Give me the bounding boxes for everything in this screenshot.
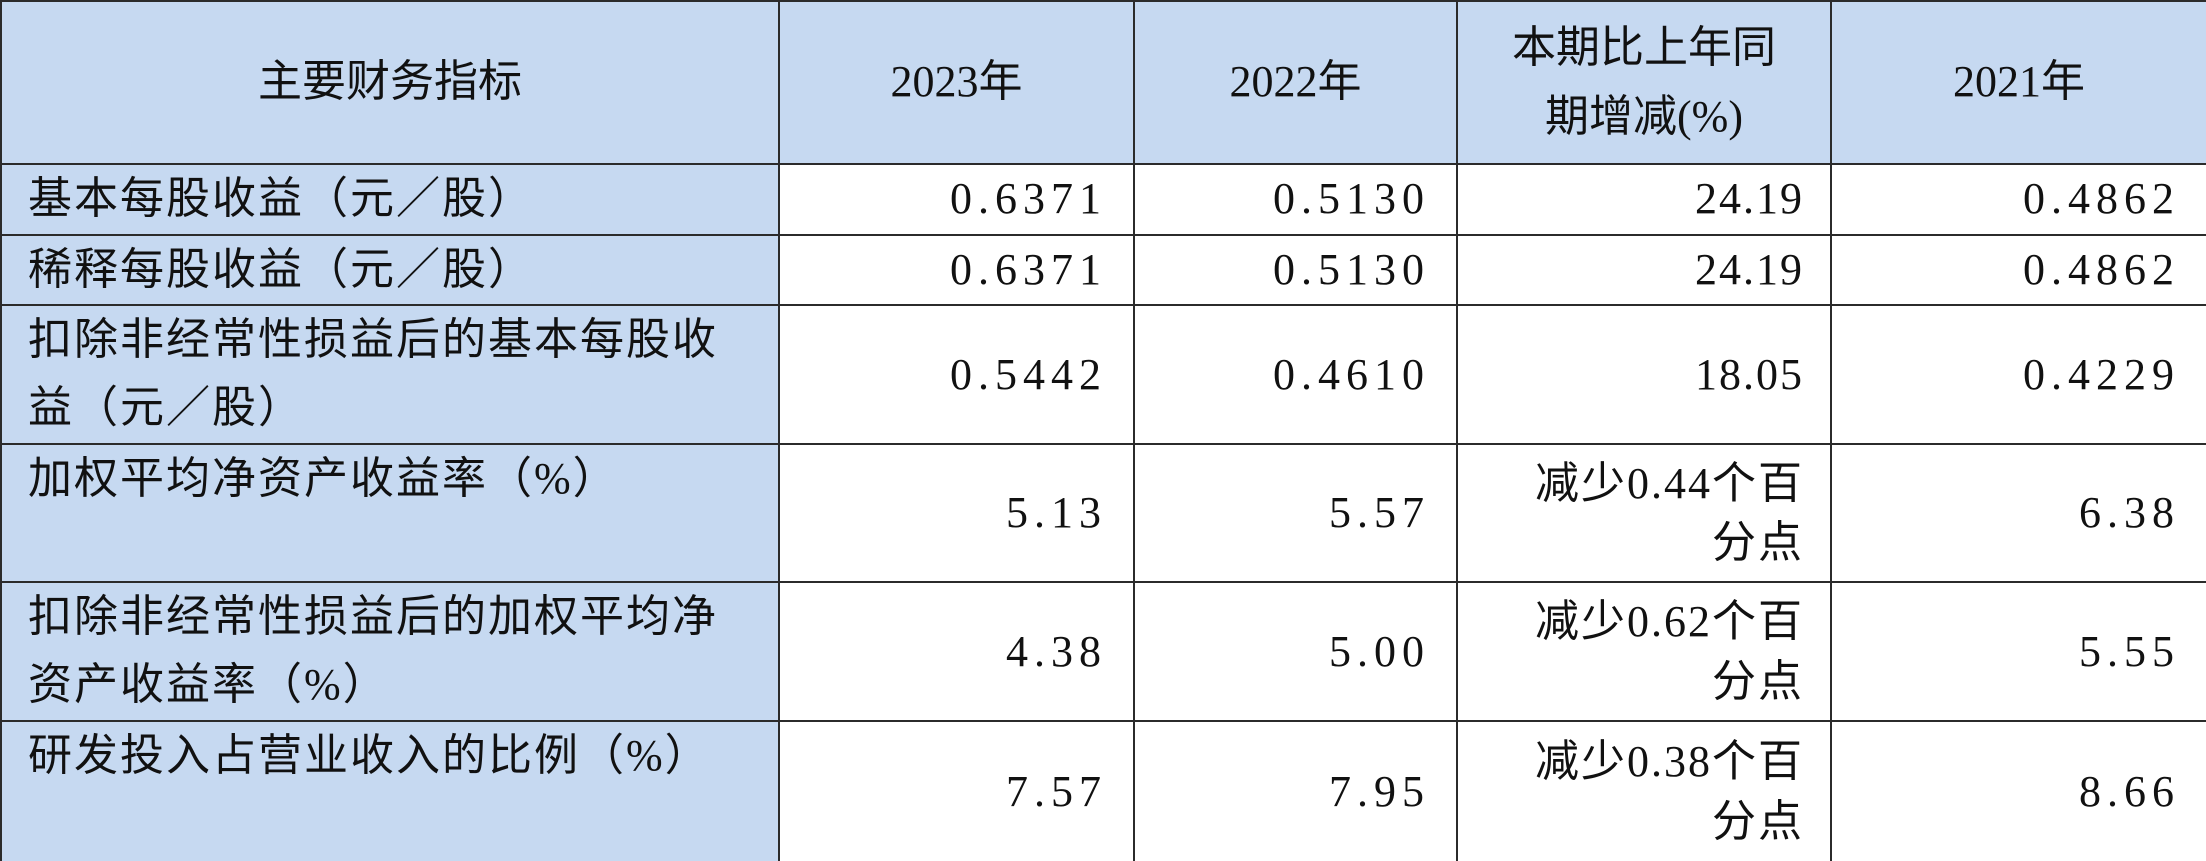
value-cell: 4.38: [778, 581, 1135, 723]
header-cell: 2021年: [1830, 0, 2206, 165]
value-cell: 5.57: [1133, 443, 1458, 584]
value-cell: 0.5130: [1133, 163, 1458, 236]
row-label: 基本每股收益（元／股）: [0, 163, 780, 236]
data-row: 加权平均净资产收益率（%） 5.13 5.57 减少0.44个百分点 6.38: [0, 443, 2206, 584]
value-cell: 减少0.38个百分点: [1456, 720, 1832, 861]
value-cell: 0.4862: [1830, 233, 2206, 307]
data-row: 稀释每股收益（元／股） 0.6371 0.5130 24.19 0.4862: [0, 233, 2206, 307]
value-cell: 减少0.62个百分点: [1456, 581, 1832, 723]
value-cell: 5.13: [778, 443, 1135, 584]
header-cell: 2023年: [778, 0, 1135, 165]
data-row: 扣除非经常性损益后的基本每股收益（元／股） 0.5442 0.4610 18.05 0.…: [0, 304, 2206, 446]
value-cell: 8.66: [1830, 720, 2206, 861]
value-cell: 0.4862: [1830, 163, 2206, 236]
row-label: 扣除非经常性损益后的加权平均净资产收益率（%）: [0, 581, 780, 723]
value-cell: 18.05: [1456, 304, 1832, 446]
row-label: 扣除非经常性损益后的基本每股收益（元／股）: [0, 304, 780, 446]
table-body: 基本每股收益（元／股） 0.6371 0.5130 24.19 0.4862 稀释每股收益…: [0, 163, 2206, 861]
value-cell: 0.5130: [1133, 233, 1458, 307]
value-cell: 7.95: [1133, 720, 1458, 861]
value-cell: 减少0.44个百分点: [1456, 443, 1832, 584]
header-cell: 主要财务指标: [0, 0, 780, 165]
value-cell: 5.00: [1133, 581, 1458, 723]
header-cell: 本期比上年同期增减(%): [1456, 0, 1832, 165]
row-label: 稀释每股收益（元／股）: [0, 233, 780, 307]
value-cell: 0.5442: [778, 304, 1135, 446]
value-cell: 0.6371: [778, 163, 1135, 236]
value-cell: 0.6371: [778, 233, 1135, 307]
data-row: 研发投入占营业收入的比例（%） 7.57 7.95 减少0.38个百分点 8.66: [0, 720, 2206, 861]
value-cell: 5.55: [1830, 581, 2206, 723]
row-label: 加权平均净资产收益率（%）: [0, 443, 780, 584]
data-row: 扣除非经常性损益后的加权平均净资产收益率（%） 4.38 5.00 减少0.62个百分…: [0, 581, 2206, 723]
row-label: 研发投入占营业收入的比例（%）: [0, 720, 780, 861]
header-cell: 2022年: [1133, 0, 1458, 165]
value-cell: 0.4229: [1830, 304, 2206, 446]
value-cell: 24.19: [1456, 233, 1832, 307]
value-cell: 7.57: [778, 720, 1135, 861]
header-row: 主要财务指标 2023年 2022年 本期比上年同期增减(%) 2021年: [0, 0, 2206, 165]
value-cell: 24.19: [1456, 163, 1832, 236]
data-row: 基本每股收益（元／股） 0.6371 0.5130 24.19 0.4862: [0, 163, 2206, 236]
value-cell: 6.38: [1830, 443, 2206, 584]
value-cell: 0.4610: [1133, 304, 1458, 446]
